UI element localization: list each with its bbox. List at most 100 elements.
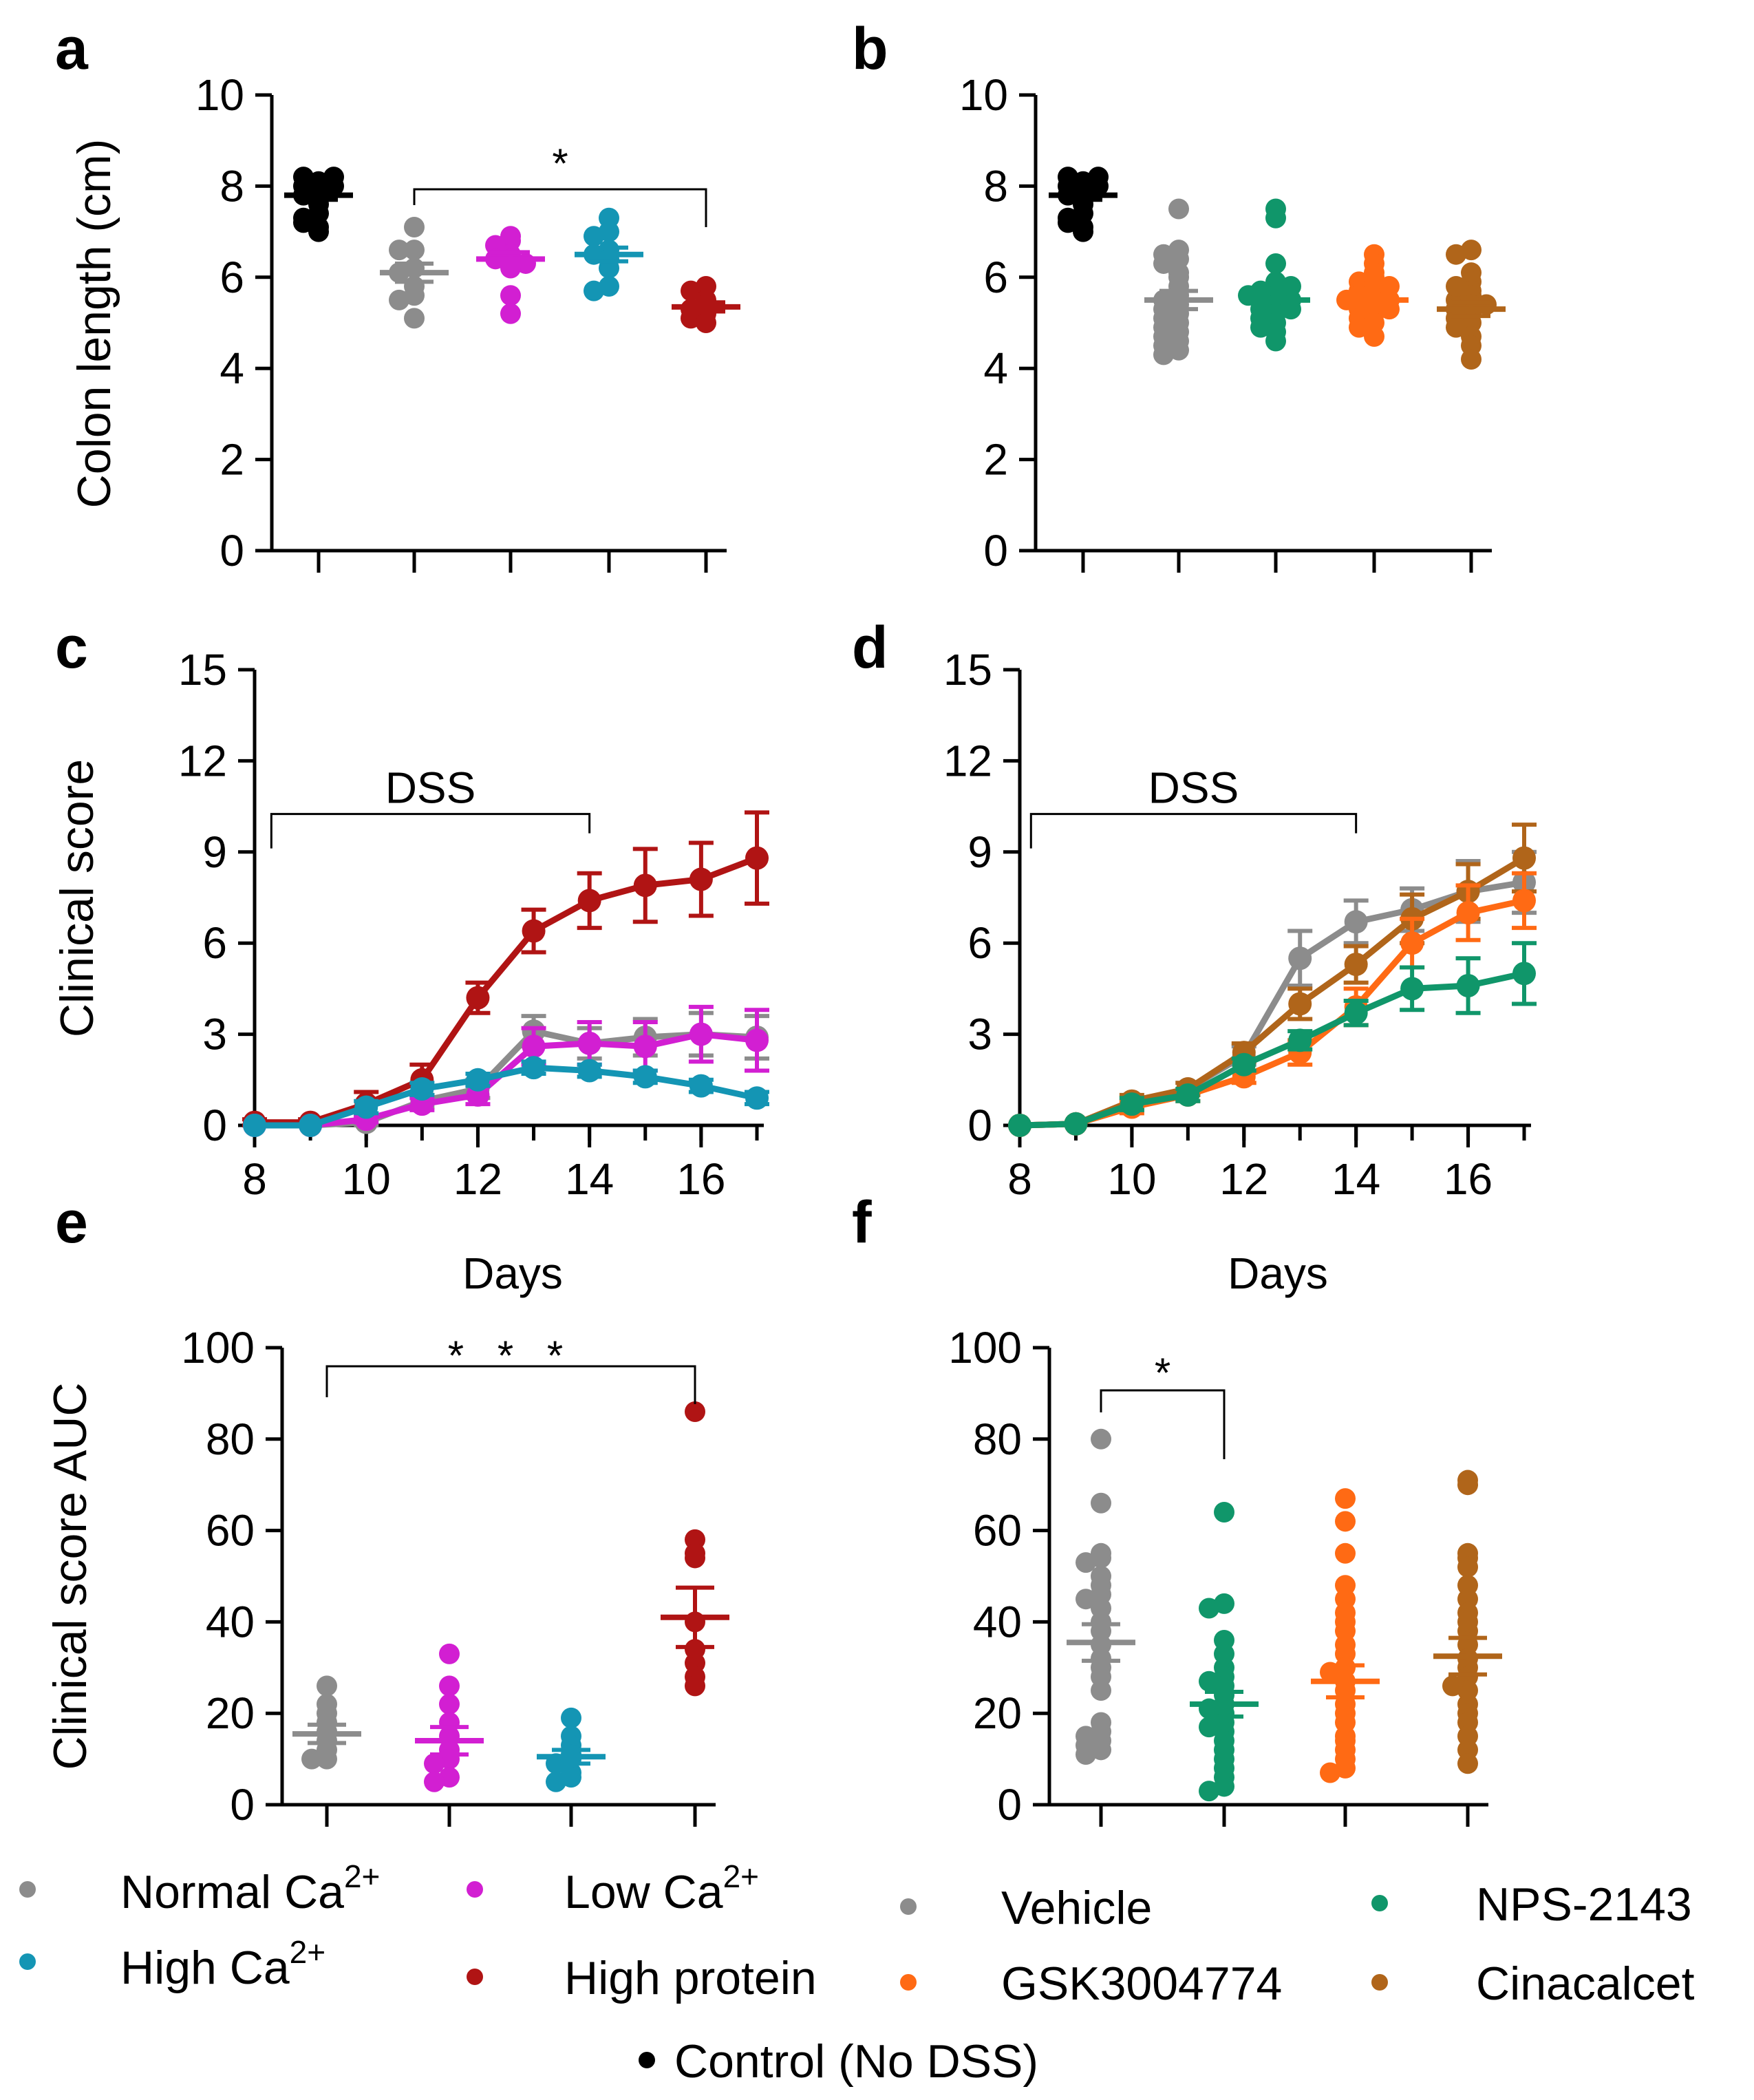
y-tick-label-e: 20 <box>206 1688 255 1738</box>
x-tick-label-d: 10 <box>1107 1154 1156 1204</box>
y-tick-label-c: 15 <box>178 645 227 694</box>
data-point-f <box>1335 1488 1356 1509</box>
data-point-f <box>1457 1556 1478 1578</box>
data-point-b <box>1265 253 1286 274</box>
y-tick-label-e: 100 <box>181 1323 255 1372</box>
series-point-d <box>1064 1112 1088 1136</box>
data-point-f <box>1335 1611 1356 1633</box>
series-point-c <box>689 867 713 891</box>
series-point-c <box>243 1114 266 1137</box>
data-point-a <box>389 289 409 310</box>
data-point-f <box>1335 1730 1356 1752</box>
panel-c: 0 3 6 9 12 15 Clinical score 8 10 12 14 16 Days DSS <box>51 645 769 1298</box>
series-point-d <box>1456 901 1480 925</box>
series-point-d <box>1400 931 1424 955</box>
data-point-a <box>323 167 344 188</box>
data-point-e <box>685 1675 705 1697</box>
series-point-d <box>1344 953 1368 977</box>
legend-marker-cinacalcet <box>1371 1974 1388 1991</box>
y-tick-label-c: 6 <box>202 918 227 968</box>
data-point-b <box>1349 317 1369 338</box>
y-tick-label-a: 8 <box>220 161 244 211</box>
dss-bracket-c <box>270 813 591 849</box>
data-point-f <box>1091 1666 1111 1688</box>
data-point-e <box>424 1771 445 1792</box>
data-point-b <box>1265 330 1286 352</box>
data-point-f <box>1335 1542 1356 1564</box>
data-point-e <box>317 1748 337 1770</box>
data-point-b <box>1153 253 1174 274</box>
series-point-c <box>577 1059 601 1083</box>
series-point-d <box>1120 1092 1144 1116</box>
data-point-e <box>439 1693 460 1715</box>
dss-label-d: DSS <box>1148 763 1239 813</box>
panel-label-a: a <box>55 16 89 82</box>
data-point-a <box>500 285 521 306</box>
series-point-d <box>1288 946 1312 971</box>
significance-bracket-a <box>413 188 707 227</box>
data-point-b <box>1461 348 1482 370</box>
series-point-c <box>689 1074 713 1098</box>
y-axis-title-e: Clinical score AUC <box>44 1382 96 1770</box>
series-point-c <box>522 919 546 943</box>
data-point-b <box>1364 262 1384 284</box>
data-point-a <box>293 167 314 188</box>
data-point-f <box>1076 1552 1096 1573</box>
series-point-c <box>633 1035 657 1059</box>
x-tick-label-d: 14 <box>1331 1154 1380 1204</box>
y-tick-label-d: 15 <box>943 645 992 694</box>
data-point-e <box>685 1547 705 1569</box>
series-point-d <box>1008 1114 1031 1137</box>
y-tick-label-e: 40 <box>206 1597 255 1646</box>
data-point-f <box>1335 1511 1356 1532</box>
panel-b: 0 2 4 6 8 10 <box>959 70 1506 575</box>
y-tick-label-d: 3 <box>967 1010 992 1059</box>
y-tick-label-c: 12 <box>178 736 227 785</box>
legend-marker-low-ca <box>467 1881 483 1898</box>
y-tick-label-d: 9 <box>967 827 992 877</box>
legend-marker-control <box>639 2052 655 2068</box>
y-tick-label-f: 80 <box>973 1414 1022 1464</box>
data-point-b <box>1088 167 1109 188</box>
data-point-e <box>546 1771 566 1792</box>
series-point-c <box>522 1056 546 1080</box>
significance-bracket-e <box>325 1365 696 1404</box>
data-point-a <box>584 280 604 301</box>
y-tick-label-a: 10 <box>195 70 244 120</box>
series-point-c <box>689 1022 713 1046</box>
data-point-a <box>696 312 716 333</box>
data-point-a <box>500 303 521 324</box>
significance-marker-f: * <box>1155 1350 1170 1396</box>
data-point-f <box>1091 1492 1111 1514</box>
significance-bracket-f <box>1100 1389 1226 1459</box>
data-point-f <box>1199 1598 1219 1619</box>
x-axis-title-c: Days <box>462 1249 563 1298</box>
y-tick-label-d: 12 <box>943 736 992 785</box>
panel-label-c: c <box>55 615 88 681</box>
y-tick-label-b: 4 <box>983 343 1008 393</box>
data-point-f <box>1457 1474 1478 1496</box>
y-tick-label-c: 0 <box>202 1101 227 1150</box>
dss-label-c: DSS <box>385 763 476 813</box>
series-point-c <box>354 1095 378 1119</box>
series-point-c <box>466 1068 490 1092</box>
data-point-a <box>500 257 521 279</box>
series-point-d <box>1400 977 1424 1001</box>
series-line-c <box>255 1028 758 1129</box>
y-tick-label-b: 2 <box>983 435 1008 485</box>
data-point-f <box>1199 1781 1219 1802</box>
data-point-b <box>1281 299 1301 320</box>
panel-f: 0 20 40 60 80 100 * <box>948 1323 1502 1829</box>
legend-marker-gsk3004774 <box>900 1974 917 1991</box>
series-line-d <box>1019 855 1526 1129</box>
data-point-e <box>317 1675 337 1697</box>
data-point-b <box>1446 317 1466 338</box>
y-tick-label-c: 9 <box>202 827 227 877</box>
y-tick-label-a: 4 <box>220 343 244 393</box>
panel-label-b: b <box>852 16 888 82</box>
panel-e: 0 20 40 60 80 100 Clinical score AUC * * * <box>44 1323 729 1829</box>
significance-marker-a: * <box>552 140 568 187</box>
series-point-c <box>633 873 657 898</box>
data-point-b <box>1265 207 1286 229</box>
data-point-a <box>389 240 409 261</box>
